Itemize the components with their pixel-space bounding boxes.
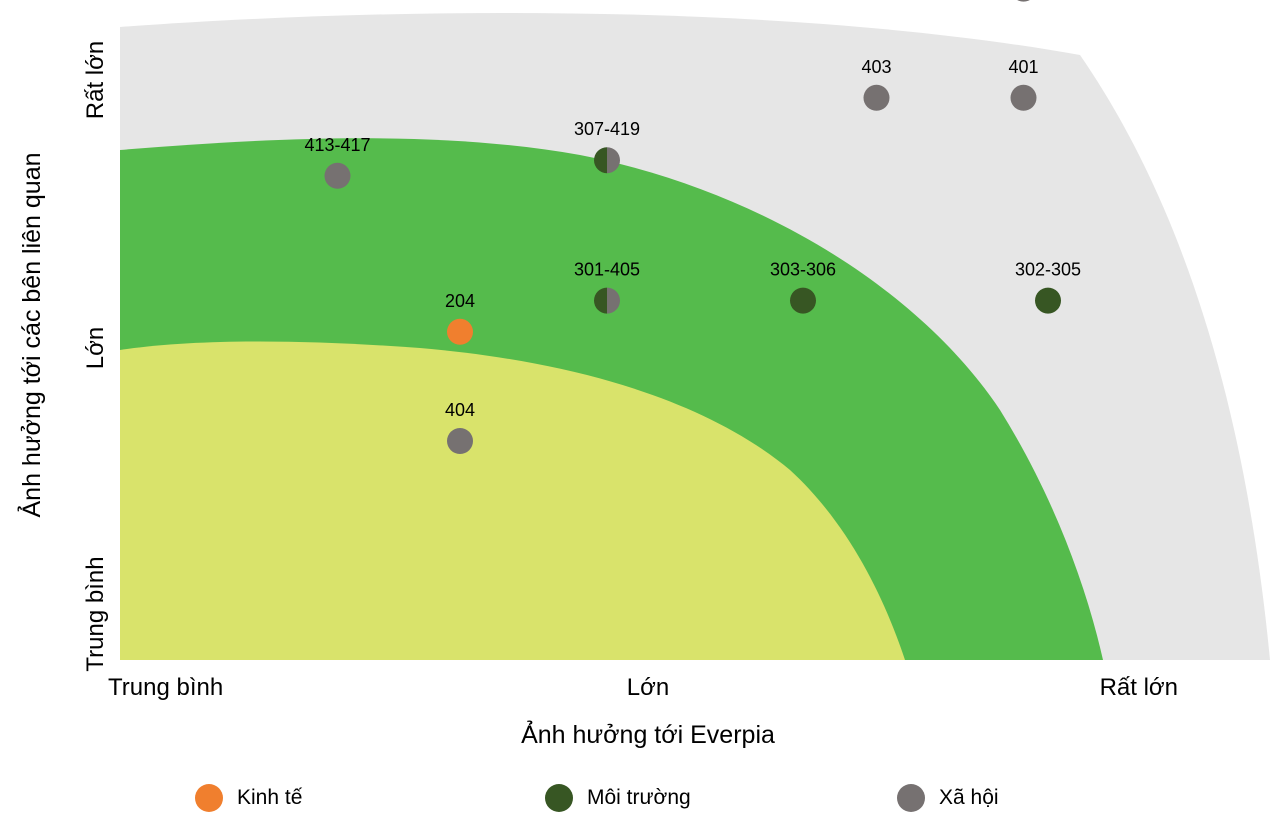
- legend: Kinh tế Môi trường Xã hội: [0, 784, 1270, 820]
- point-301-405: 301-405: [574, 260, 640, 314]
- x-tick-very-large: Rất lớn: [1100, 674, 1178, 701]
- point-marker: [790, 287, 816, 314]
- point-label: 303-306: [770, 260, 836, 280]
- point-label: 413-417: [304, 135, 370, 155]
- x-axis-title: Ảnh hưởng tới Everpia: [521, 719, 775, 749]
- y-tick-very-large: Rất lớn: [82, 41, 109, 119]
- y-tick-medium: Trung bình: [82, 556, 109, 671]
- point-marker-right-half: [607, 287, 621, 314]
- point-marker-left-half: [594, 147, 607, 174]
- point-416: 416: [1017, 0, 1030, 2]
- point-label: 404: [445, 400, 475, 420]
- point-302-305: 302-305: [1015, 260, 1081, 314]
- point-marker: [1035, 287, 1061, 314]
- legend-label-environment: Môi trường: [587, 786, 691, 809]
- point-marker: [447, 428, 473, 454]
- legend-label-social: Xã hội: [939, 786, 999, 809]
- point-label: 204: [445, 291, 475, 311]
- x-tick-large: Lớn: [627, 674, 669, 701]
- point-404: 404: [445, 400, 475, 454]
- materiality-chart: Trung bình Lớn Rất lớn Ảnh hưởng tới các…: [16, 0, 1270, 749]
- x-tick-medium: Trung bình: [108, 674, 223, 701]
- zone-medium: [120, 341, 905, 660]
- legend-label-economic: Kinh tế: [237, 786, 303, 809]
- point-label: 302-305: [1015, 260, 1081, 280]
- point-label: 307-419: [574, 119, 640, 139]
- y-tick-large: Lớn: [82, 327, 109, 369]
- point-413-417: 413-417: [304, 135, 371, 189]
- point-marker: [863, 84, 890, 111]
- legend-dot-social: [897, 784, 925, 812]
- legend-dot-economic: [195, 784, 223, 812]
- legend-item-social: Xã hội: [897, 784, 999, 812]
- point-403: 403: [861, 57, 892, 111]
- point-401: 401: [1008, 57, 1039, 111]
- point-marker: [447, 318, 473, 345]
- point-label: 301-405: [574, 260, 640, 280]
- point-marker: [1010, 84, 1037, 111]
- point-marker-right-half: [607, 147, 621, 174]
- point-303-306: 303-306: [770, 260, 836, 314]
- point-marker: [324, 162, 351, 189]
- point-marker: [1017, 0, 1030, 2]
- legend-item-environment: Môi trường: [545, 784, 691, 812]
- point-marker-left-half: [594, 287, 607, 314]
- legend-item-economic: Kinh tế: [195, 784, 302, 812]
- point-label: 401: [1008, 57, 1038, 77]
- point-307-419: 307-419: [574, 119, 640, 174]
- y-axis-title: Ảnh hưởng tới các bên liên quan: [16, 152, 46, 517]
- point-204: 204: [445, 291, 475, 345]
- point-label: 403: [861, 57, 891, 77]
- legend-dot-environment: [545, 784, 573, 812]
